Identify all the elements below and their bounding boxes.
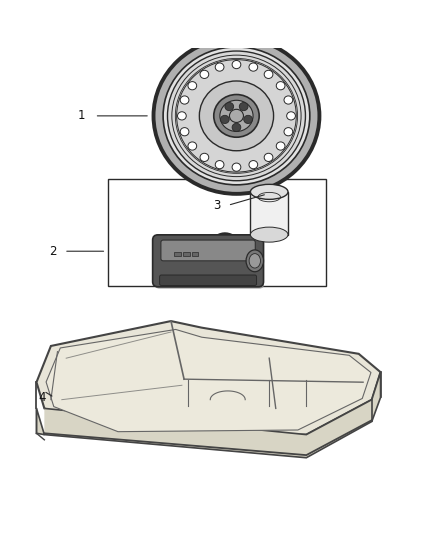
Ellipse shape: [154, 38, 319, 193]
Ellipse shape: [249, 160, 258, 169]
Ellipse shape: [284, 127, 293, 136]
Text: 2: 2: [49, 245, 57, 258]
Ellipse shape: [249, 63, 258, 71]
Ellipse shape: [264, 70, 273, 78]
Ellipse shape: [232, 123, 241, 132]
Ellipse shape: [188, 82, 197, 90]
Ellipse shape: [276, 82, 285, 90]
Ellipse shape: [232, 163, 241, 171]
FancyBboxPatch shape: [183, 252, 190, 256]
FancyBboxPatch shape: [152, 235, 264, 287]
Ellipse shape: [167, 51, 305, 181]
Ellipse shape: [180, 127, 189, 136]
Ellipse shape: [163, 47, 310, 185]
Ellipse shape: [215, 160, 224, 169]
Ellipse shape: [200, 70, 209, 78]
Ellipse shape: [220, 100, 253, 132]
Ellipse shape: [214, 94, 259, 137]
Ellipse shape: [220, 115, 229, 124]
Ellipse shape: [177, 112, 186, 120]
Ellipse shape: [246, 250, 264, 272]
Ellipse shape: [225, 102, 233, 111]
FancyBboxPatch shape: [192, 252, 198, 256]
Ellipse shape: [249, 254, 261, 268]
Ellipse shape: [284, 96, 293, 104]
Ellipse shape: [230, 109, 244, 123]
Ellipse shape: [239, 102, 248, 111]
FancyBboxPatch shape: [155, 238, 264, 288]
FancyBboxPatch shape: [174, 252, 181, 256]
Ellipse shape: [188, 142, 197, 150]
Ellipse shape: [251, 227, 288, 242]
FancyBboxPatch shape: [159, 275, 257, 286]
Ellipse shape: [177, 60, 296, 172]
Ellipse shape: [264, 154, 273, 161]
Ellipse shape: [287, 112, 295, 120]
Ellipse shape: [232, 60, 241, 69]
Ellipse shape: [215, 63, 224, 71]
Text: 4: 4: [39, 391, 46, 404]
Ellipse shape: [244, 115, 252, 124]
FancyBboxPatch shape: [251, 192, 288, 235]
FancyBboxPatch shape: [161, 240, 255, 261]
Text: 3: 3: [213, 199, 220, 212]
Ellipse shape: [199, 81, 274, 151]
Polygon shape: [36, 372, 381, 458]
Polygon shape: [46, 329, 371, 432]
Ellipse shape: [200, 154, 209, 161]
Text: 1: 1: [78, 109, 85, 123]
Ellipse shape: [251, 184, 288, 199]
Ellipse shape: [276, 142, 285, 150]
Polygon shape: [36, 321, 381, 437]
FancyBboxPatch shape: [108, 179, 326, 286]
Ellipse shape: [180, 96, 189, 104]
